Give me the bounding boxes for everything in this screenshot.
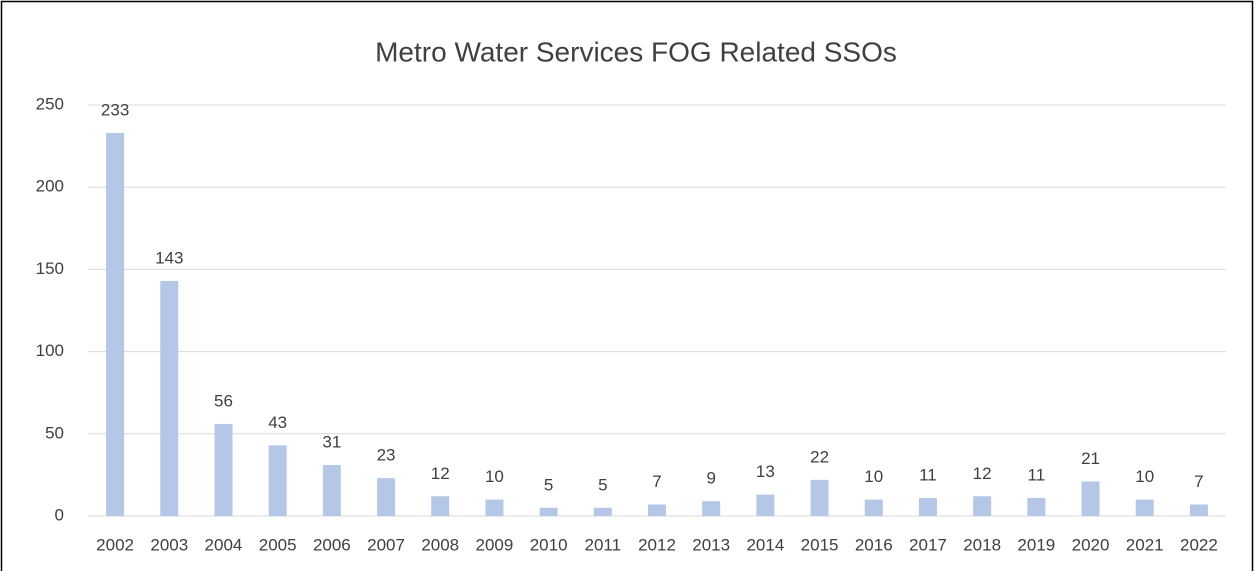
data-label: 21 [1081,449,1100,468]
data-label: 13 [756,462,775,481]
bar [539,507,558,516]
x-tick-label: 2002 [96,535,134,554]
bar [214,423,233,516]
x-tick-label: 2007 [367,535,405,554]
data-label: 31 [322,433,341,452]
x-tick-label: 2008 [421,535,459,554]
bar [648,504,666,516]
bar [160,280,179,516]
x-tick-label: 2018 [963,535,1001,554]
bar [1081,481,1100,516]
bar [1135,499,1154,516]
bar [1189,504,1208,516]
bar [106,132,125,516]
data-label: 5 [544,475,553,494]
y-tick-label: 100 [36,341,64,360]
x-tick-label: 2022 [1180,535,1218,554]
x-tick-label: 2017 [909,535,947,554]
bar [485,499,504,516]
data-label: 9 [706,469,715,488]
x-tick-label: 2011 [585,535,622,554]
x-tick-label: 2005 [259,535,297,554]
data-label: 22 [810,447,829,466]
data-label: 12 [973,464,992,483]
data-label: 11 [919,465,937,484]
y-tick-label: 0 [55,505,64,524]
x-tick-label: 2021 [1126,535,1164,554]
x-tick-label: 2003 [150,535,188,554]
data-label: 5 [598,475,607,494]
bar [973,496,992,516]
y-tick-label: 150 [36,259,64,278]
y-tick-label: 50 [45,423,64,442]
bar [702,501,721,516]
data-label: 7 [652,472,661,491]
bar [322,465,341,516]
bar [593,507,612,516]
bar [268,445,287,516]
data-label: 12 [431,464,450,483]
chart-title: Metro Water Services FOG Related SSOs [375,36,897,67]
x-tick-label: 2019 [1017,535,1055,554]
bar [1027,497,1046,516]
x-tick-label: 2009 [476,535,514,554]
data-label: 10 [1135,467,1154,486]
x-tick-label: 2006 [313,535,351,554]
data-label: 56 [214,391,233,410]
x-tick-label: 2016 [855,535,893,554]
y-tick-label: 200 [36,177,64,196]
x-tick-label: 2004 [205,535,243,554]
bar [918,497,937,516]
bar [377,478,396,516]
data-label: 11 [1028,465,1046,484]
bar [431,496,450,516]
data-label: 10 [485,467,504,486]
x-tick-label: 2013 [692,535,730,554]
x-tick-label: 2012 [638,535,676,554]
x-tick-label: 2015 [801,535,839,554]
data-label: 233 [101,100,129,119]
bar [756,494,775,516]
bar [810,479,829,516]
data-label: 43 [268,413,287,432]
x-tick-label: 2014 [746,535,784,554]
data-label: 143 [155,248,183,267]
bar [864,499,883,516]
data-label: 10 [864,467,883,486]
x-tick-label: 2020 [1072,535,1110,554]
x-tick-label: 2010 [530,535,568,554]
y-tick-label: 250 [36,94,64,113]
data-label: 7 [1194,472,1203,491]
data-label: 23 [377,446,396,465]
